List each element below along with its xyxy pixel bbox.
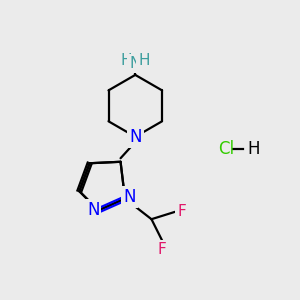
Text: Cl: Cl <box>218 140 234 158</box>
Text: H: H <box>121 53 132 68</box>
Text: N: N <box>129 128 142 146</box>
Text: N: N <box>130 56 141 71</box>
Text: H: H <box>138 53 150 68</box>
Text: F: F <box>158 242 166 257</box>
Text: H: H <box>247 140 260 158</box>
Text: N: N <box>123 188 136 206</box>
Text: F: F <box>177 204 186 219</box>
Text: N: N <box>87 201 99 219</box>
